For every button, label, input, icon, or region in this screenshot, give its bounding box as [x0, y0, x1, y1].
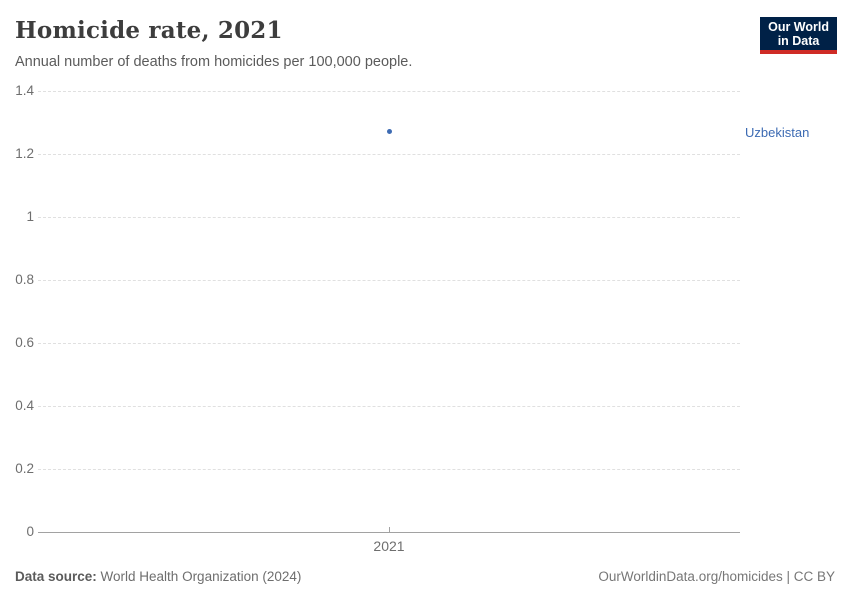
footer-attribution-link[interactable]: OurWorldinData.org/homicides | CC BY: [598, 569, 835, 584]
gridline: [38, 91, 740, 92]
y-tick-label: 0.8: [15, 272, 34, 287]
y-tick-label: 0: [26, 524, 34, 539]
y-tick-label: 1: [26, 209, 34, 224]
y-tick-label: 0.4: [15, 398, 34, 413]
chart-subtitle: Annual number of deaths from homicides p…: [15, 54, 413, 70]
x-axis-tick: [389, 527, 390, 532]
gridline: [38, 406, 740, 407]
x-axis-line: [38, 532, 740, 533]
gridline: [38, 217, 740, 218]
entity-label-uzbekistan[interactable]: Uzbekistan: [745, 125, 810, 141]
y-tick-label: 0.6: [15, 335, 34, 350]
y-tick-label: 1.4: [15, 83, 34, 98]
x-tick-label: 2021: [373, 538, 405, 554]
gridline: [38, 280, 740, 281]
owid-logo-line1: Our World: [768, 20, 829, 34]
owid-logo[interactable]: Our World in Data: [760, 17, 837, 54]
footer-source-value: World Health Organization (2024): [96, 569, 302, 584]
y-tick-label: 1.2: [15, 146, 34, 161]
data-point-uzbekistan[interactable]: [386, 129, 392, 135]
owid-logo-line2: in Data: [777, 34, 820, 48]
gridline: [38, 469, 740, 470]
gridline: [38, 154, 740, 155]
gridline: [38, 343, 740, 344]
footer-source: Data source: World Health Organization (…: [15, 569, 301, 584]
y-tick-label: 0.2: [15, 461, 34, 476]
footer-source-label: Data source:: [15, 569, 97, 584]
chart-title: Homicide rate, 2021: [15, 17, 283, 44]
